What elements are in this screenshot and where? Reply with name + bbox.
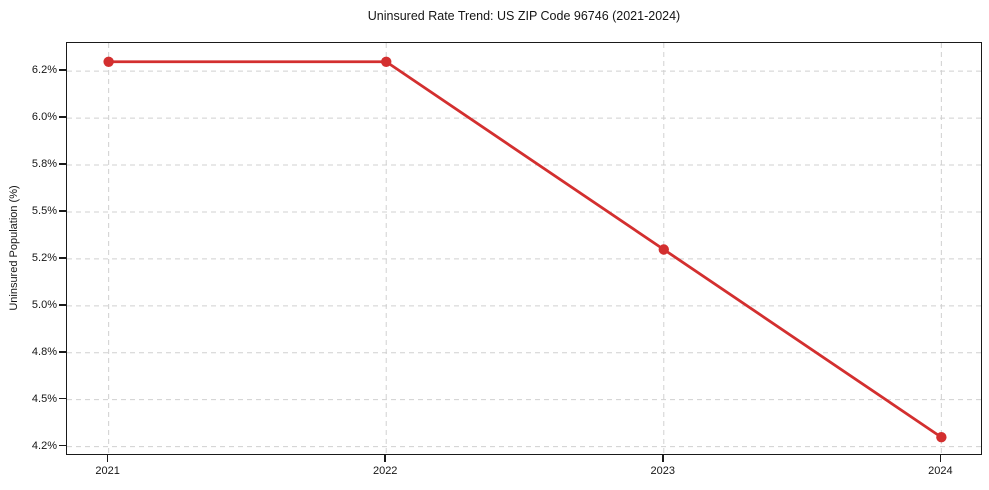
x-axis-tick-label: 2021 (95, 465, 120, 477)
x-axis-tick-label: 2023 (650, 465, 676, 477)
y-axis-tick-mark (59, 210, 66, 212)
y-axis-tick-mark (59, 304, 66, 306)
data-point-marker (381, 56, 392, 67)
y-axis-tick-label: 4.2% (31, 439, 57, 452)
y-axis-tick-mark (59, 257, 66, 259)
y-axis-tick-mark (59, 350, 66, 353)
data-point-marker (936, 432, 947, 443)
chart-title: Uninsured Rate Trend: US ZIP Code 96746 … (367, 9, 681, 23)
x-axis-tick-label: 2022 (372, 465, 398, 477)
plot-area (66, 42, 983, 456)
y-axis-tick-label: 5.5% (31, 204, 57, 217)
trend-line (107, 60, 943, 439)
y-axis-tick-mark (59, 116, 66, 118)
y-axis-tick-label: 5.8% (31, 158, 57, 171)
y-axis-tick-label: 4.8% (31, 345, 57, 358)
data-point-marker (103, 56, 114, 67)
y-axis-tick-mark (59, 163, 66, 165)
y-axis-tick-mark (59, 444, 66, 447)
y-axis-tick-label: 6.2% (31, 64, 57, 77)
y-axis-tick-label: 4.5% (31, 392, 57, 405)
y-axis-tick-mark (59, 69, 66, 71)
y-axis-tick-mark (59, 397, 66, 400)
y-axis-tick-label: 5.0% (31, 298, 57, 311)
x-axis-tick-mark (661, 455, 664, 462)
plot-canvas (67, 43, 983, 456)
data-point-marker (658, 244, 669, 255)
x-axis-tick-mark (106, 455, 109, 462)
x-axis-tick-label: 2024 (928, 465, 953, 477)
y-axis-tick-label: 5.2% (31, 251, 57, 264)
x-axis-tick-mark (939, 455, 942, 462)
x-axis-tick-mark (384, 455, 386, 462)
y-axis-tick-label: 6.0% (31, 111, 57, 124)
